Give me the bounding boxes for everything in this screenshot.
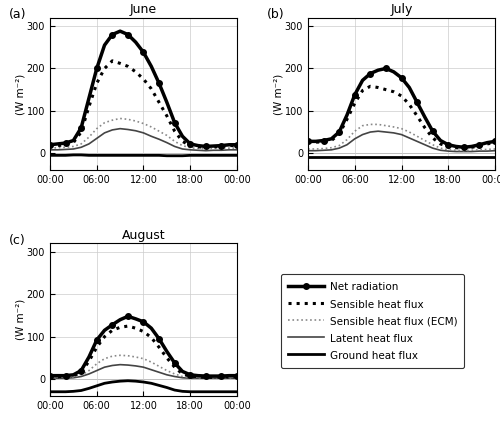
Text: (c): (c)	[9, 234, 26, 247]
Title: August: August	[122, 229, 166, 242]
Title: July: July	[390, 4, 412, 16]
Y-axis label: (W m⁻²): (W m⁻²)	[15, 73, 25, 114]
Y-axis label: (W m⁻²): (W m⁻²)	[274, 73, 283, 114]
Legend: Net radiation, Sensible heat flux, Sensible heat flux (ECM), Latent heat flux, G: Net radiation, Sensible heat flux, Sensi…	[280, 274, 464, 368]
Text: (b): (b)	[267, 8, 284, 22]
Title: June: June	[130, 4, 157, 16]
Text: (a): (a)	[9, 8, 26, 22]
Y-axis label: (W m⁻²): (W m⁻²)	[15, 299, 25, 340]
